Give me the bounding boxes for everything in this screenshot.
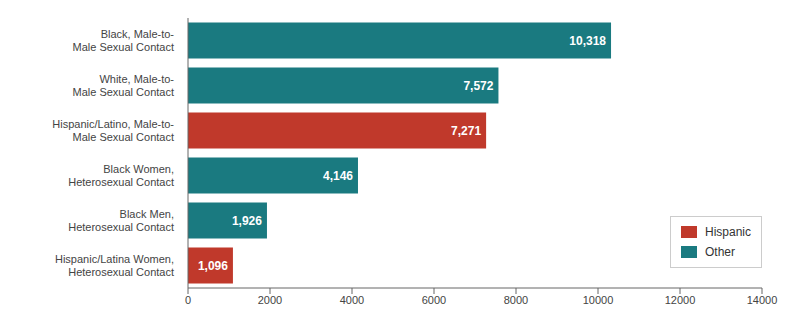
svg-text:2000: 2000 (258, 294, 282, 306)
svg-text:Hispanic/Latino, Male-to-Male: Hispanic/Latino, Male-to-Male Sexual Con… (52, 118, 174, 143)
svg-text:Hispanic/Latina Women,Heterose: Hispanic/Latina Women,Heterosexual Conta… (55, 253, 174, 278)
html-text:Other: Other (705, 245, 735, 259)
svg-text:4,146: 4,146 (323, 169, 353, 183)
svg-text:7,572: 7,572 (463, 79, 493, 93)
svg-text:4000: 4000 (340, 294, 364, 306)
svg-text:Black Men,Heterosexual Contact: Black Men,Heterosexual Contact (68, 208, 174, 233)
svg-text:0: 0 (185, 294, 191, 306)
svg-text:Black Women,Heterosexual Conta: Black Women,Heterosexual Contact (68, 163, 174, 188)
svg-text:10000: 10000 (583, 294, 614, 306)
svg-text:7,271: 7,271 (451, 124, 481, 138)
svg-text:8000: 8000 (504, 294, 528, 306)
svg-text:14000: 14000 (747, 294, 778, 306)
svg-text:1,926: 1,926 (232, 214, 262, 228)
html-text:Hispanic: Hispanic (705, 225, 751, 239)
svg-text:1,096: 1,096 (198, 259, 228, 273)
svg-text:6000: 6000 (422, 294, 446, 306)
svg-text:12000: 12000 (665, 294, 696, 306)
svg-text:Black, Male-to-Male Sexual Con: Black, Male-to-Male Sexual Contact (73, 28, 175, 53)
svg-text:10,318: 10,318 (569, 34, 606, 48)
svg-text:White, Male-to-Male Sexual Con: White, Male-to-Male Sexual Contact (73, 73, 175, 98)
